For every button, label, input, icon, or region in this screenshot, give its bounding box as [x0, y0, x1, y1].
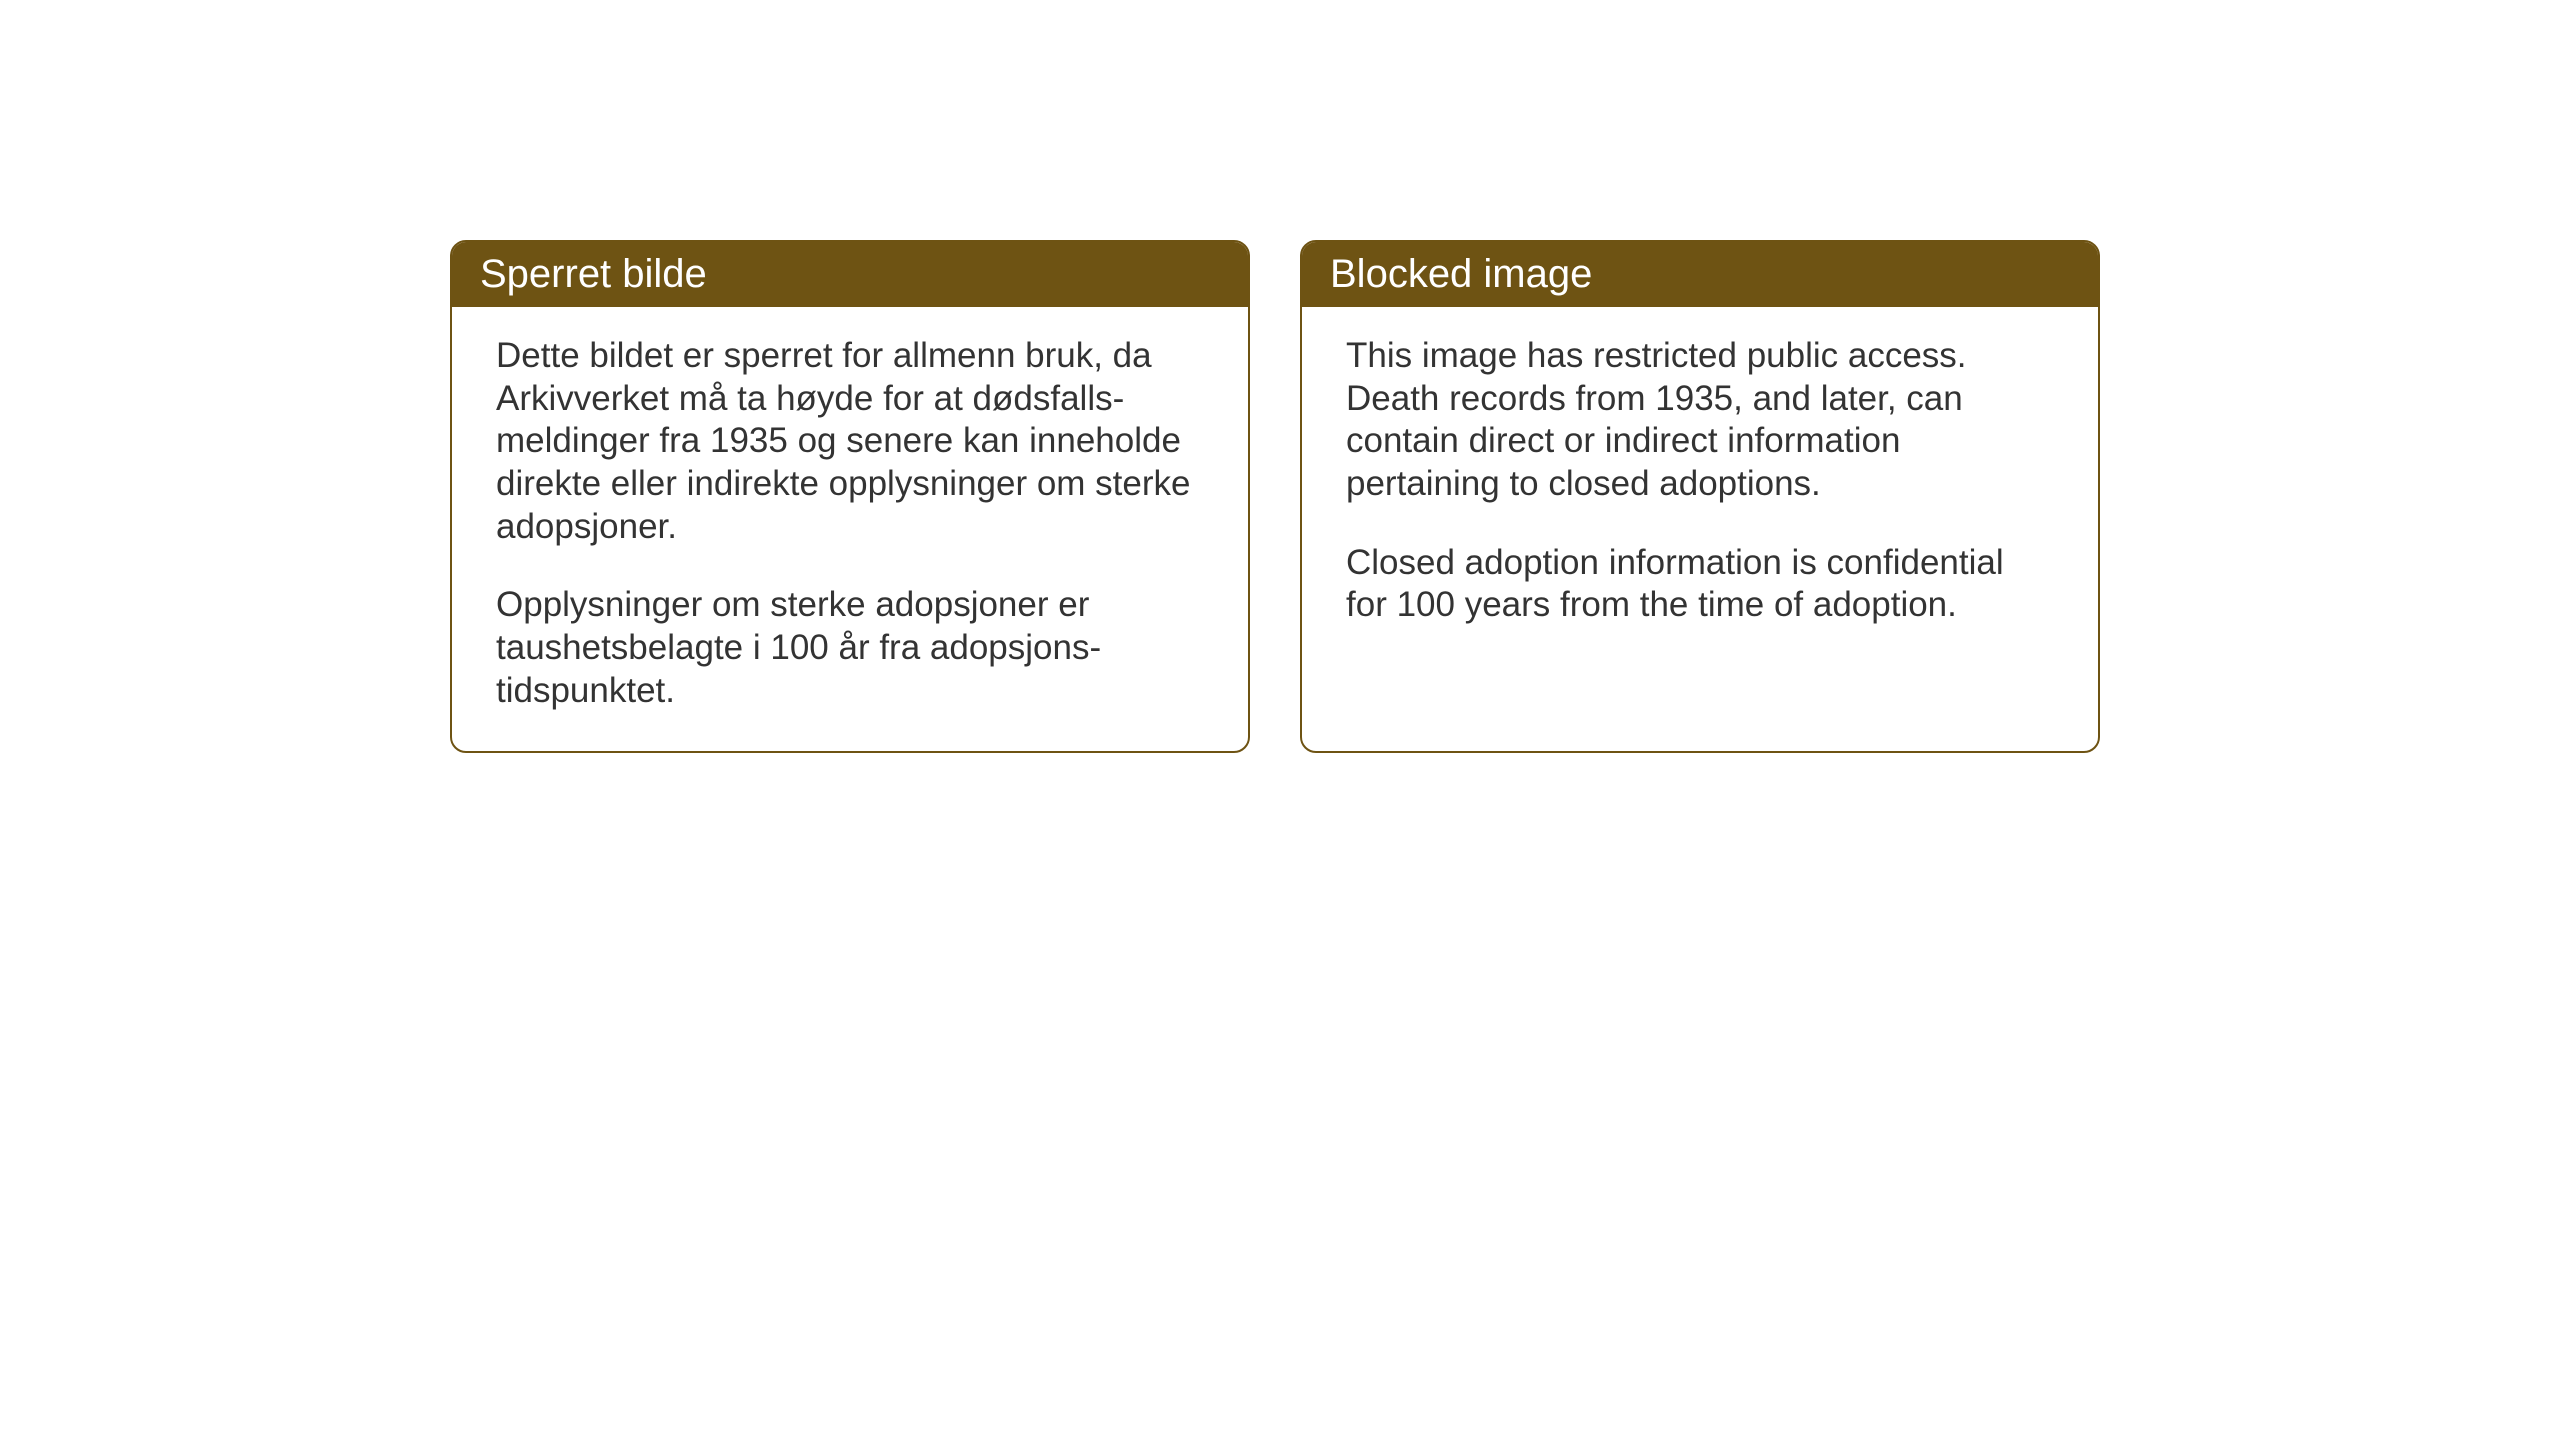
english-paragraph-2: Closed adoption information is confident…: [1346, 542, 2054, 627]
norwegian-paragraph-1: Dette bildet er sperret for allmenn bruk…: [496, 335, 1204, 548]
english-notice-card: Blocked image This image has restricted …: [1300, 240, 2100, 753]
english-paragraph-1: This image has restricted public access.…: [1346, 335, 2054, 506]
english-card-title: Blocked image: [1302, 242, 2098, 307]
norwegian-paragraph-2: Opplysninger om sterke adopsjoner er tau…: [496, 584, 1204, 712]
norwegian-card-body: Dette bildet er sperret for allmenn bruk…: [452, 307, 1248, 751]
notice-cards-container: Sperret bilde Dette bildet er sperret fo…: [450, 240, 2100, 753]
english-card-body: This image has restricted public access.…: [1302, 307, 2098, 747]
norwegian-notice-card: Sperret bilde Dette bildet er sperret fo…: [450, 240, 1250, 753]
norwegian-card-title: Sperret bilde: [452, 242, 1248, 307]
